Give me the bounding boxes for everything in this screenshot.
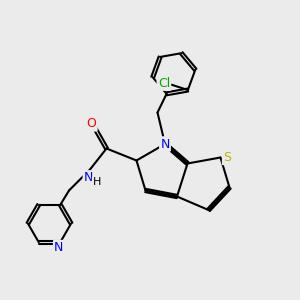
Text: N: N [54, 241, 64, 254]
Text: N: N [160, 137, 170, 151]
Text: H: H [92, 177, 101, 187]
Text: Cl: Cl [158, 76, 170, 90]
Text: O: O [87, 117, 96, 130]
Text: N: N [84, 171, 93, 184]
Text: S: S [223, 151, 231, 164]
